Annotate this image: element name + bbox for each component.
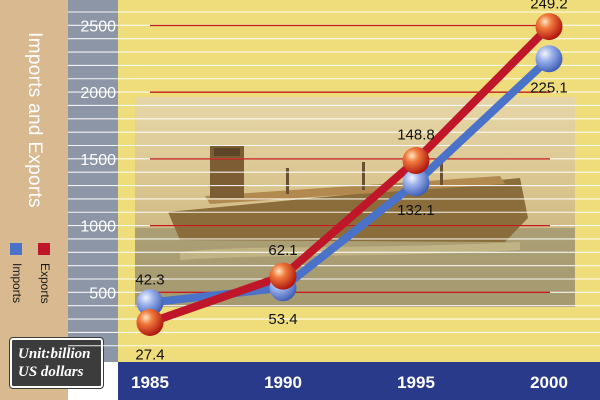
ship-funnel <box>214 148 240 156</box>
data-label-imports: 42.3 <box>135 272 164 289</box>
y-tick-label: 2000 <box>80 85 116 102</box>
unit-note-line-2: US dollars <box>18 364 84 380</box>
legend-item-exports: Exports <box>38 243 52 361</box>
unit-note-line-1: Unit:billion <box>18 346 91 362</box>
data-label-exports: 148.8 <box>397 127 435 144</box>
data-point-imports <box>136 289 164 317</box>
series-lines <box>146 22 553 327</box>
ship-mast <box>286 168 289 194</box>
x-tick-label: 2000 <box>530 373 568 392</box>
data-label-exports: 27.4 <box>135 346 164 363</box>
ship-photo <box>135 97 575 307</box>
left-panel <box>0 0 68 400</box>
data-label-imports: 132.1 <box>397 202 435 219</box>
data-label-exports: 62.1 <box>268 242 297 259</box>
y-axis-strip <box>68 0 118 362</box>
x-tick-labels: 1985 1990 1995 2000 <box>131 373 568 392</box>
data-point-exports <box>535 13 563 41</box>
data-point-imports <box>402 169 430 197</box>
ship-wake <box>180 242 520 260</box>
data-point-exports <box>269 262 297 290</box>
x-tick-label: 1995 <box>397 373 435 392</box>
data-label-imports: 225.1 <box>530 80 568 97</box>
y-tick-labels: 500 1000 1500 2000 2500 <box>80 19 116 303</box>
data-point-exports <box>136 308 164 336</box>
legend-item-imports: Imports <box>10 243 24 361</box>
y-tick-label: 500 <box>89 285 116 302</box>
y-tick-label: 1000 <box>80 219 116 236</box>
y-tick-label: 2500 <box>80 19 116 36</box>
y-tick-label: 1500 <box>80 152 116 169</box>
data-label-exports: 249.2 <box>530 0 568 13</box>
ship-mast <box>362 162 365 190</box>
legend-swatch-imports <box>10 243 22 255</box>
ship-mast <box>440 160 443 186</box>
data-point-exports <box>402 147 430 175</box>
ship-deck <box>205 176 505 204</box>
data-point-imports <box>535 45 563 73</box>
x-axis-bar <box>118 362 600 400</box>
legend-swatch-exports <box>38 243 50 255</box>
series-points <box>136 13 563 336</box>
data-labels: 27.4 62.1 148.8 249.2 42.3 53.4 132.1 225.1 <box>135 0 567 363</box>
data-label-imports: 53.4 <box>268 311 297 328</box>
unit-note: Unit:billion US dollars <box>9 337 104 389</box>
gridlines <box>68 11 600 347</box>
x-tick-label: 1985 <box>131 373 169 392</box>
series-line-exports <box>146 22 553 327</box>
x-tick-label: 1990 <box>264 373 302 392</box>
